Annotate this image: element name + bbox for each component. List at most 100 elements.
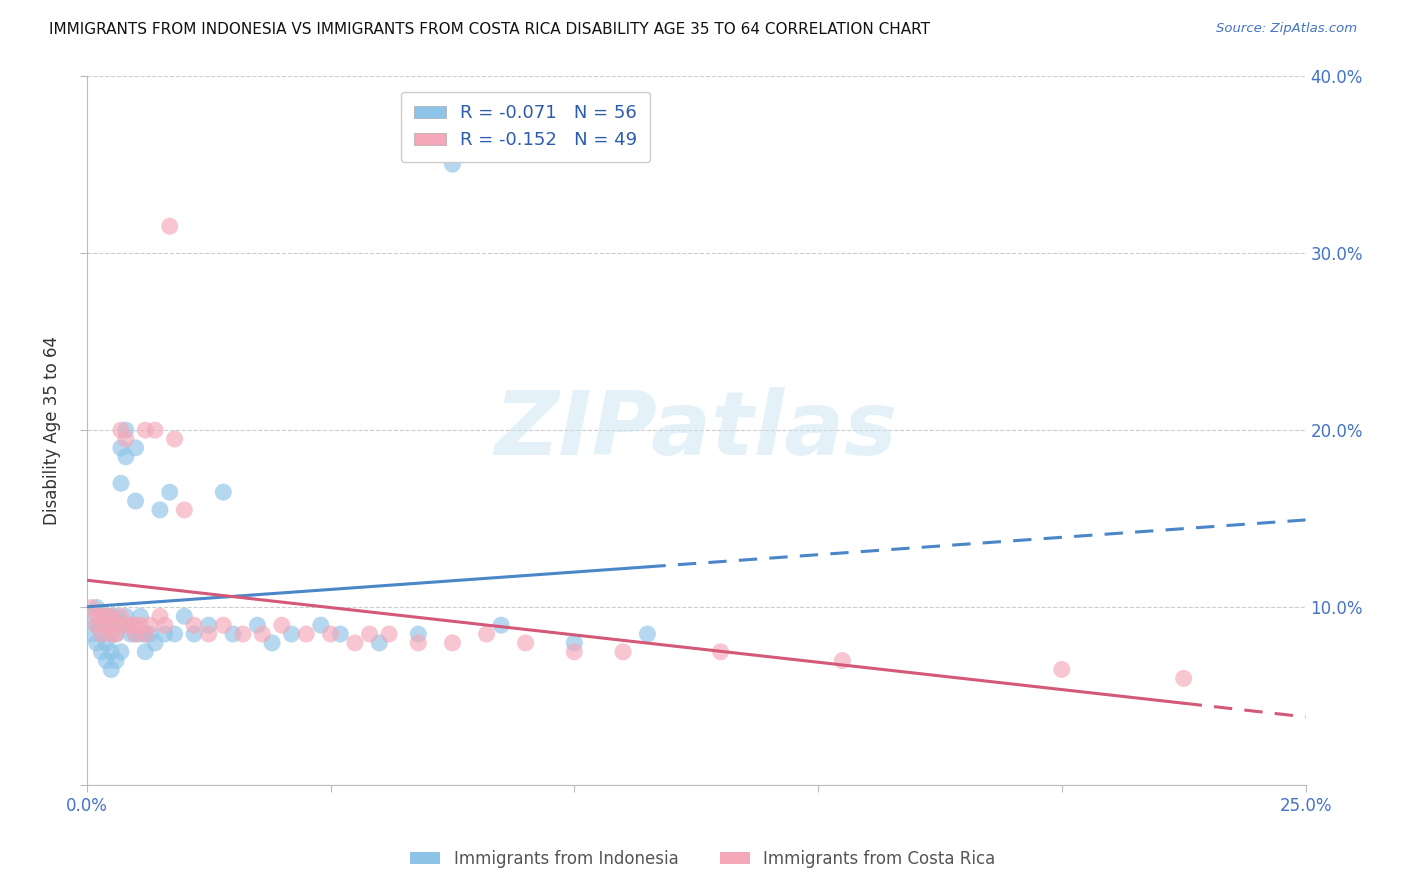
Point xyxy=(110,441,132,455)
Point xyxy=(124,627,146,641)
Point xyxy=(90,627,112,641)
Point xyxy=(86,618,108,632)
Point xyxy=(124,627,146,641)
Point xyxy=(86,618,108,632)
Point xyxy=(110,609,132,624)
Point xyxy=(309,618,332,632)
Point xyxy=(441,157,464,171)
Point xyxy=(173,609,195,624)
Point xyxy=(120,618,142,632)
Point xyxy=(183,618,205,632)
Point xyxy=(105,627,128,641)
Point xyxy=(173,503,195,517)
Point xyxy=(163,432,186,446)
Point xyxy=(1050,663,1073,677)
Point xyxy=(96,618,118,632)
Point xyxy=(153,627,176,641)
Point xyxy=(1173,672,1195,686)
Point xyxy=(159,485,181,500)
Point xyxy=(143,636,166,650)
Point xyxy=(110,618,132,632)
Point xyxy=(100,645,122,659)
Point xyxy=(441,636,464,650)
Point xyxy=(110,423,132,437)
Point xyxy=(153,618,176,632)
Point xyxy=(110,645,132,659)
Point xyxy=(90,609,112,624)
Point xyxy=(134,627,156,641)
Legend: R = -0.071   N = 56, R = -0.152   N = 49: R = -0.071 N = 56, R = -0.152 N = 49 xyxy=(401,92,650,162)
Point xyxy=(90,645,112,659)
Point xyxy=(212,485,235,500)
Point xyxy=(232,627,254,641)
Point xyxy=(100,663,122,677)
Point xyxy=(222,627,245,641)
Point xyxy=(96,609,118,624)
Point xyxy=(134,423,156,437)
Point xyxy=(105,654,128,668)
Point xyxy=(359,627,381,641)
Point xyxy=(80,627,103,641)
Point xyxy=(343,636,366,650)
Point xyxy=(120,618,142,632)
Point xyxy=(86,609,108,624)
Text: IMMIGRANTS FROM INDONESIA VS IMMIGRANTS FROM COSTA RICA DISABILITY AGE 35 TO 64 : IMMIGRANTS FROM INDONESIA VS IMMIGRANTS … xyxy=(49,22,931,37)
Point xyxy=(96,609,118,624)
Point xyxy=(114,609,136,624)
Point xyxy=(319,627,342,641)
Point xyxy=(378,627,401,641)
Point xyxy=(149,503,172,517)
Point xyxy=(100,609,122,624)
Point xyxy=(100,609,122,624)
Point xyxy=(80,609,103,624)
Point xyxy=(163,627,186,641)
Point xyxy=(143,423,166,437)
Point xyxy=(159,219,181,234)
Point xyxy=(197,618,219,632)
Point xyxy=(90,618,112,632)
Point xyxy=(197,627,219,641)
Point xyxy=(114,450,136,464)
Text: ZIPatlas: ZIPatlas xyxy=(495,386,897,474)
Point xyxy=(139,618,162,632)
Point xyxy=(100,627,122,641)
Point xyxy=(86,636,108,650)
Point xyxy=(134,645,156,659)
Point xyxy=(80,600,103,615)
Point xyxy=(246,618,269,632)
Point xyxy=(212,618,235,632)
Point xyxy=(114,423,136,437)
Point xyxy=(408,627,430,641)
Point xyxy=(90,627,112,641)
Point xyxy=(124,441,146,455)
Point xyxy=(114,618,136,632)
Point xyxy=(612,645,634,659)
Point xyxy=(489,618,512,632)
Point xyxy=(129,609,152,624)
Text: Source: ZipAtlas.com: Source: ZipAtlas.com xyxy=(1216,22,1357,36)
Point xyxy=(408,636,430,650)
Point xyxy=(270,618,292,632)
Point xyxy=(120,627,142,641)
Point xyxy=(105,609,128,624)
Point xyxy=(96,636,118,650)
Point xyxy=(515,636,537,650)
Point xyxy=(562,645,585,659)
Point xyxy=(252,627,274,641)
Y-axis label: Disability Age 35 to 64: Disability Age 35 to 64 xyxy=(44,335,60,524)
Point xyxy=(149,609,172,624)
Point xyxy=(183,627,205,641)
Point xyxy=(295,627,318,641)
Point xyxy=(100,627,122,641)
Point xyxy=(709,645,731,659)
Point xyxy=(280,627,302,641)
Point xyxy=(96,654,118,668)
Point xyxy=(86,600,108,615)
Point xyxy=(129,627,152,641)
Point xyxy=(114,432,136,446)
Point xyxy=(562,636,585,650)
Point xyxy=(260,636,283,650)
Point xyxy=(329,627,352,641)
Point xyxy=(124,494,146,508)
Point xyxy=(831,654,853,668)
